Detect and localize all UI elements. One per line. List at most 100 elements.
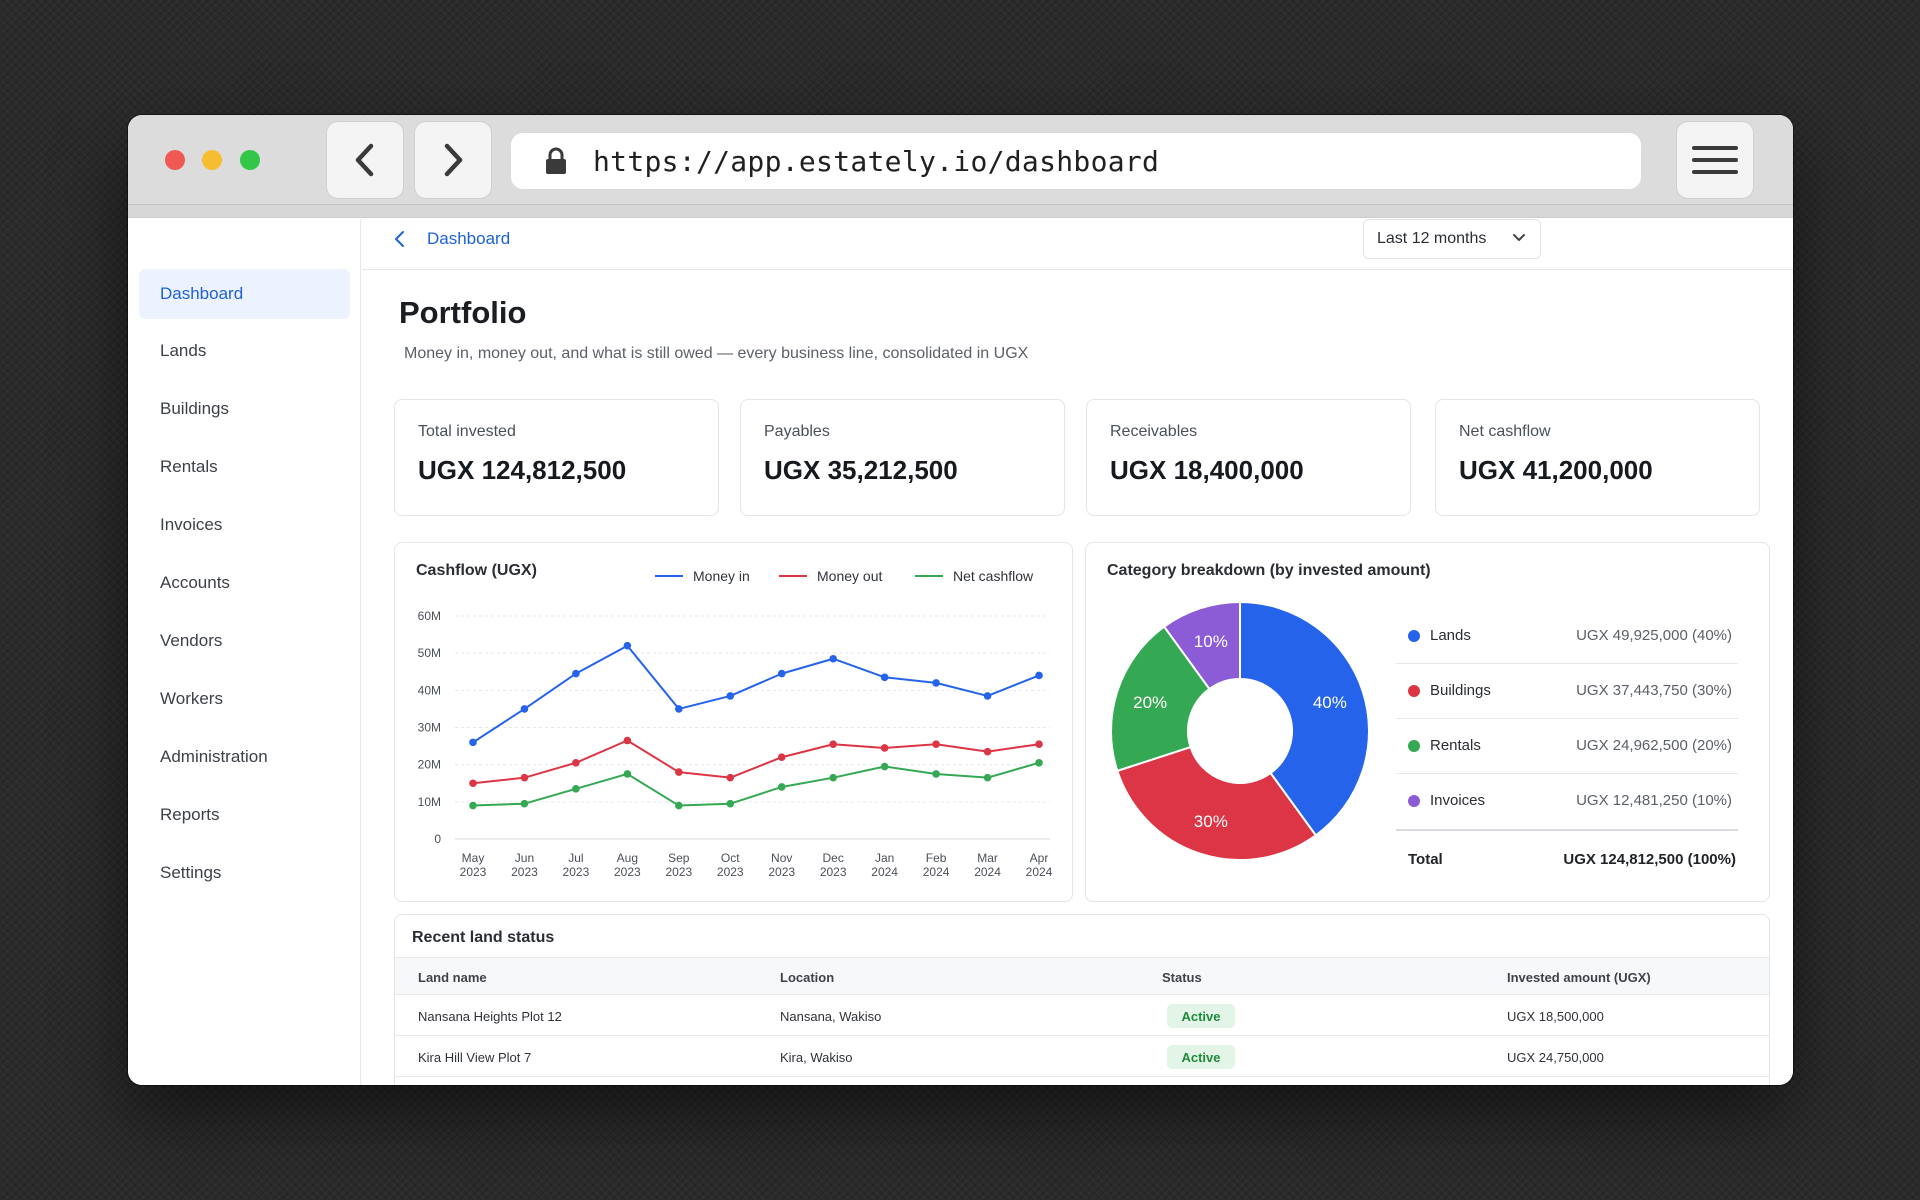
- kpi-card-payables: Payables UGX 35,212,500: [740, 399, 1065, 516]
- x-tick-label: Aug 2023: [614, 851, 641, 879]
- x-tick-month: Feb: [926, 851, 947, 865]
- chevron-right-icon: [444, 143, 463, 177]
- sidebar-item-reports[interactable]: Reports: [160, 805, 220, 824]
- breakdown-row-buildings: Buildings UGX 37,443,750 (30%): [1396, 664, 1738, 719]
- breakdown-value: UGX 24,962,500 (20%): [1576, 737, 1732, 754]
- invested-amount-cell: UGX 24,750,000: [1507, 1050, 1604, 1065]
- x-tick-month: Jul: [568, 851, 583, 865]
- breakdown-row-lands: Lands UGX 49,925,000 (40%): [1396, 609, 1738, 664]
- x-tick-year: 2023: [665, 865, 692, 879]
- kpi-card-receivables: Receivables UGX 18,400,000: [1086, 399, 1411, 516]
- minimize-window-button[interactable]: [202, 150, 222, 170]
- data-point: [880, 744, 889, 752]
- main-content: Dashboard Last 12 months Portfolio Money…: [362, 219, 1793, 1085]
- status-badge: Active: [1167, 1004, 1235, 1028]
- table-row[interactable]: Nansana Heights Plot 12 Nansana, Wakiso …: [395, 995, 1769, 1036]
- legend-label: Net cashflow: [953, 568, 1034, 584]
- sidebar-item-accounts[interactable]: Accounts: [160, 573, 230, 592]
- column-header-invested-amount[interactable]: Invested amount (UGX): [1507, 970, 1651, 985]
- x-tick-month: Nov: [771, 851, 792, 865]
- sidebar-item-administration[interactable]: Administration: [160, 747, 268, 766]
- table-row-partial[interactable]: [395, 1077, 1769, 1085]
- sidebar-item-rentals[interactable]: Rentals: [160, 457, 218, 476]
- data-point: [623, 736, 632, 745]
- x-tick-year: 2024: [871, 865, 898, 879]
- x-tick-label: Mar 2024: [974, 851, 1001, 879]
- data-point: [623, 770, 632, 778]
- recent-land-status-card: Recent land status Land name Location St…: [394, 914, 1770, 1085]
- breakdown-category: Invoices: [1430, 792, 1486, 809]
- data-point: [1035, 671, 1043, 680]
- column-header-land-name[interactable]: Land name: [418, 970, 487, 985]
- page-subtitle: Money in, money out, and what is still o…: [404, 345, 1029, 362]
- y-tick-label: 50M: [418, 646, 441, 660]
- data-point: [572, 669, 580, 678]
- x-tick-label: Jun 2023: [511, 851, 538, 879]
- sidebar-item-lands[interactable]: Lands: [160, 341, 207, 360]
- data-point: [469, 738, 477, 747]
- kpi-value: UGX 41,200,000: [1459, 455, 1653, 485]
- data-point: [520, 773, 529, 782]
- land-name-cell: Kira Hill View Plot 7: [418, 1050, 532, 1065]
- x-tick-label: Apr 2024: [1026, 851, 1053, 879]
- breakdown-row-invoices: Invoices UGX 12,481,250 (10%): [1396, 774, 1738, 829]
- chevron-left-icon[interactable]: [392, 229, 408, 249]
- close-window-button[interactable]: [165, 150, 185, 170]
- legend-label: Money out: [817, 568, 883, 584]
- sidebar-item-invoices[interactable]: Invoices: [160, 515, 223, 534]
- breakdown-value: UGX 12,481,250 (10%): [1576, 792, 1732, 809]
- x-tick-year: 2023: [820, 865, 847, 879]
- breakdown-total-row: Total UGX 124,812,500 (100%): [1396, 829, 1738, 884]
- data-point: [1035, 740, 1043, 749]
- y-tick-label: 30M: [418, 721, 441, 735]
- donut-slice-lands: [1239, 600, 1370, 837]
- x-tick-year: 2023: [717, 865, 744, 879]
- x-tick-month: Jun: [515, 851, 534, 865]
- kpi-value: UGX 18,400,000: [1110, 455, 1304, 485]
- table-row[interactable]: Kira Hill View Plot 7 Kira, Wakiso Activ…: [395, 1036, 1769, 1077]
- forward-button[interactable]: [414, 121, 492, 199]
- y-tick-label: 0: [434, 832, 441, 846]
- category-donut-chart: 40% 30% 20% 10%: [1110, 600, 1370, 861]
- y-tick-label: 20M: [418, 758, 441, 772]
- x-tick-year: 2023: [768, 865, 795, 879]
- date-range-select[interactable]: Last 12 months: [1363, 219, 1541, 259]
- x-tick-label: Sep 2023: [665, 851, 692, 879]
- x-tick-month: Apr: [1030, 851, 1049, 865]
- y-tick-label: 60M: [418, 609, 441, 623]
- browser-titlebar: https://app.estately.io/dashboard: [128, 115, 1793, 205]
- x-tick-year: 2024: [974, 865, 1001, 879]
- column-header-location[interactable]: Location: [780, 970, 835, 985]
- browser-menu-button[interactable]: [1676, 121, 1754, 199]
- data-point: [726, 799, 735, 808]
- data-point: [572, 785, 580, 793]
- data-point: [829, 654, 837, 663]
- x-tick-label: May 2023: [460, 851, 487, 879]
- maximize-window-button[interactable]: [240, 150, 260, 170]
- breakdown-total-value: UGX 124,812,500 (100%): [1563, 851, 1736, 868]
- column-header-status[interactable]: Status: [1162, 970, 1202, 985]
- data-point: [880, 762, 889, 771]
- page-title: Portfolio: [399, 295, 527, 330]
- x-tick-label: Jan 2024: [871, 851, 898, 879]
- address-bar[interactable]: https://app.estately.io/dashboard: [511, 133, 1641, 189]
- donut-slice-invoices: [1162, 600, 1241, 691]
- toolbar-divider: [128, 205, 1793, 218]
- sidebar: Dashboard Lands Buildings Rentals Invoic…: [128, 219, 361, 1085]
- kpi-label: Net cashflow: [1459, 423, 1551, 440]
- sidebar-item-buildings[interactable]: Buildings: [160, 399, 229, 418]
- sidebar-item-settings[interactable]: Settings: [160, 863, 222, 882]
- legend-dot: [1408, 740, 1420, 752]
- sidebar-item-dashboard[interactable]: Dashboard: [139, 269, 350, 319]
- breadcrumb[interactable]: Dashboard: [427, 229, 511, 248]
- x-tick-month: Sep: [668, 851, 690, 865]
- donut-slice-buildings: [1116, 745, 1318, 861]
- data-point: [829, 740, 837, 749]
- x-tick-year: 2023: [460, 865, 487, 879]
- sidebar-item-workers[interactable]: Workers: [160, 689, 223, 708]
- y-tick-label: 40M: [418, 683, 441, 697]
- lock-icon: [546, 147, 566, 174]
- sidebar-item-vendors[interactable]: Vendors: [160, 631, 223, 650]
- slice-label: 30%: [1194, 812, 1228, 831]
- back-button[interactable]: [326, 121, 404, 199]
